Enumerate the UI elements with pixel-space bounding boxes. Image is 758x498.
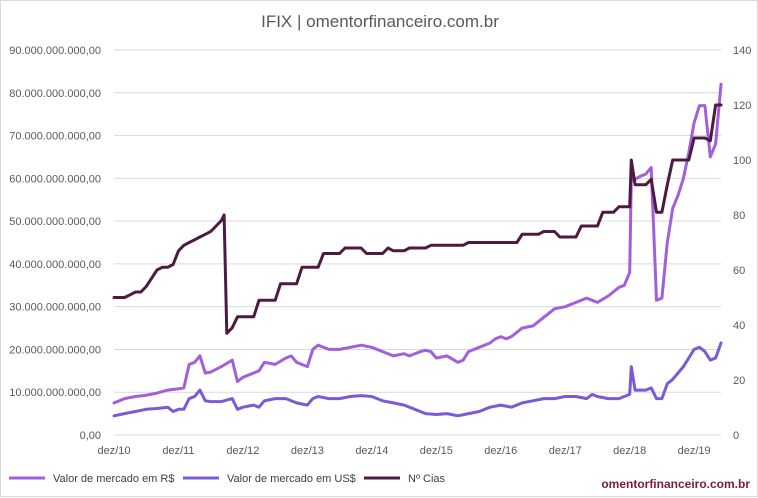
x-tick-label: dez/17 <box>549 445 582 457</box>
x-tick-label: dez/15 <box>420 445 453 457</box>
right-axis-ticks: 0 20 40 60 80 100 120 140 <box>733 45 751 442</box>
x-tick-label: dez/13 <box>291 445 324 457</box>
right-tick-label: 60 <box>733 265 745 277</box>
series-line-valor-de-mercado-em-r <box>112 82 723 405</box>
left-tick-label: 30.000.000.000,00 <box>9 302 101 314</box>
left-tick-label: 10.000.000.000,00 <box>9 387 101 399</box>
x-tick-label: dez/16 <box>484 445 517 457</box>
x-tick-label: dez/12 <box>226 445 259 457</box>
series-line-n-cias <box>112 103 723 335</box>
x-tick-label: dez/19 <box>678 445 711 457</box>
x-tick-label: dez/14 <box>355 445 388 457</box>
x-axis-ticks: dez/10 dez/11 dez/12 dez/13 dez/14 dez/15 dez/… <box>97 445 710 457</box>
legend-label: Valor de mercado em R$ <box>53 473 174 485</box>
left-tick-label: 70.000.000.000,00 <box>9 131 101 143</box>
legend-label: Valor de mercado em US$ <box>227 473 356 485</box>
brand-watermark: omentorfinanceiro.com.br <box>601 477 750 491</box>
left-tick-label: 90.000.000.000,00 <box>9 45 101 57</box>
right-tick-label: 80 <box>733 210 745 222</box>
left-tick-label: 40.000.000.000,00 <box>9 259 101 271</box>
left-tick-label: 20.000.000.000,00 <box>9 344 101 356</box>
right-tick-label: 0 <box>733 430 739 442</box>
gridlines <box>114 49 721 436</box>
series-lines <box>112 82 723 418</box>
right-tick-label: 40 <box>733 320 745 332</box>
left-tick-label: 60.000.000.000,00 <box>9 173 101 185</box>
left-tick-label: 0,00 <box>80 430 101 442</box>
right-tick-label: 140 <box>733 45 751 57</box>
series-line-valor-de-mercado-em-us <box>112 341 723 418</box>
legend: Valor de mercado em R$ Valor de mercado e… <box>9 473 446 485</box>
right-tick-label: 100 <box>733 155 751 167</box>
left-tick-label: 80.000.000.000,00 <box>9 88 101 100</box>
chart-title: IFIX | omentorfinanceiro.com.br <box>261 12 499 31</box>
right-tick-label: 20 <box>733 375 745 387</box>
x-tick-label: dez/10 <box>97 445 130 457</box>
x-tick-label: dez/18 <box>613 445 646 457</box>
legend-label: Nº Cias <box>408 473 446 485</box>
left-axis-ticks: 0,00 10.000.000.000,00 20.000.000.000,00 30… <box>9 45 101 442</box>
x-tick-label: dez/11 <box>162 445 194 457</box>
right-tick-label: 120 <box>733 100 751 112</box>
left-tick-label: 50.000.000.000,00 <box>9 216 101 228</box>
